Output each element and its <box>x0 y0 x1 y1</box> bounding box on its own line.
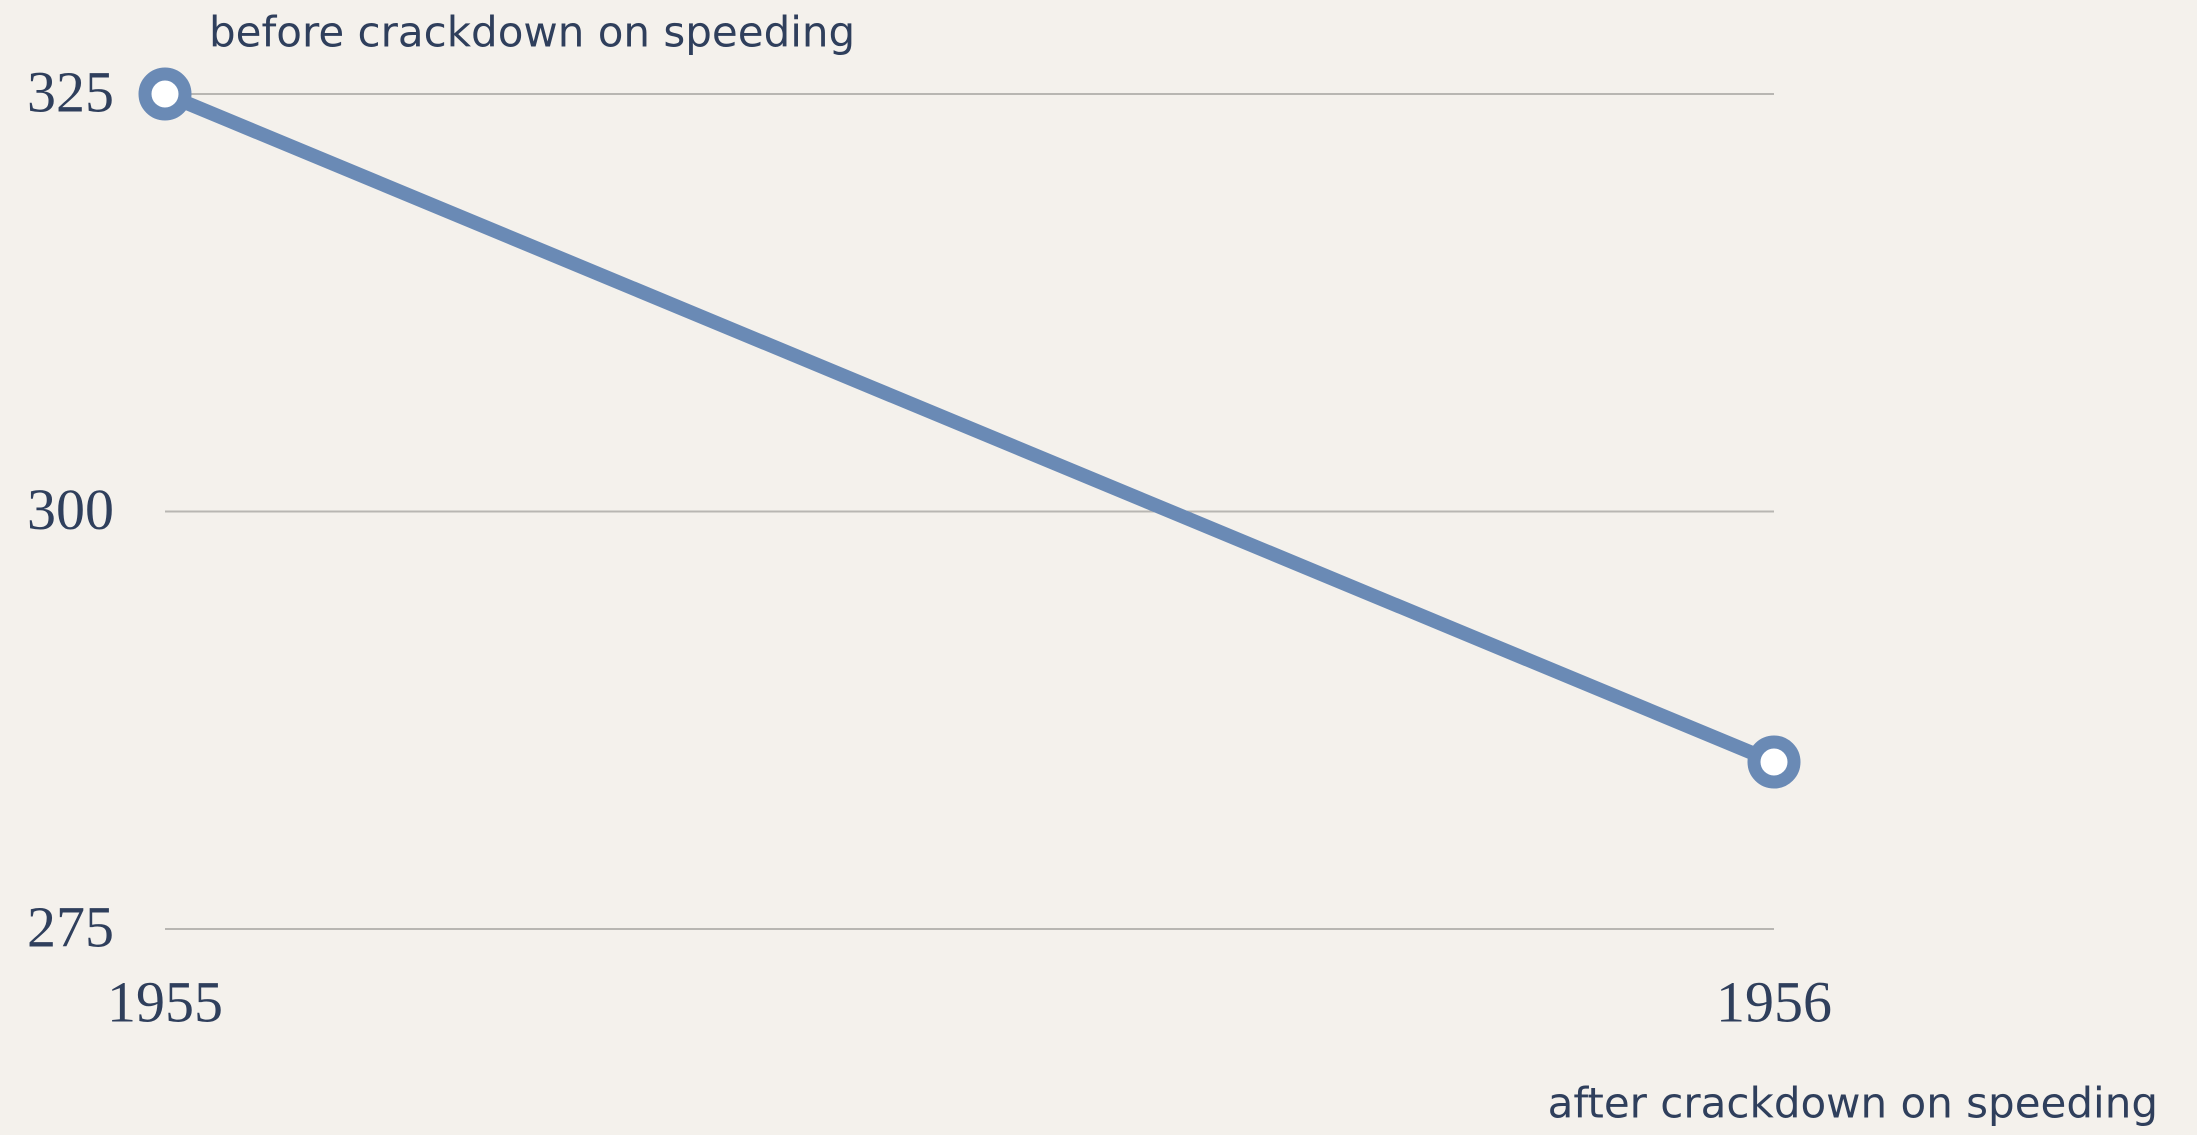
point <box>1747 735 1801 789</box>
x-tick-label: 1956 <box>1716 969 1832 1034</box>
y-tick-label: 275 <box>27 894 114 959</box>
point <box>138 67 192 121</box>
line <box>158 87 1781 769</box>
y-tick-label: 300 <box>27 477 114 542</box>
x-tick-label: 1955 <box>107 969 223 1034</box>
annotation: before crackdown on speeding <box>209 8 855 57</box>
annotation: after crackdown on speeding <box>1548 1079 2158 1128</box>
y-tick-label: 325 <box>27 59 114 124</box>
